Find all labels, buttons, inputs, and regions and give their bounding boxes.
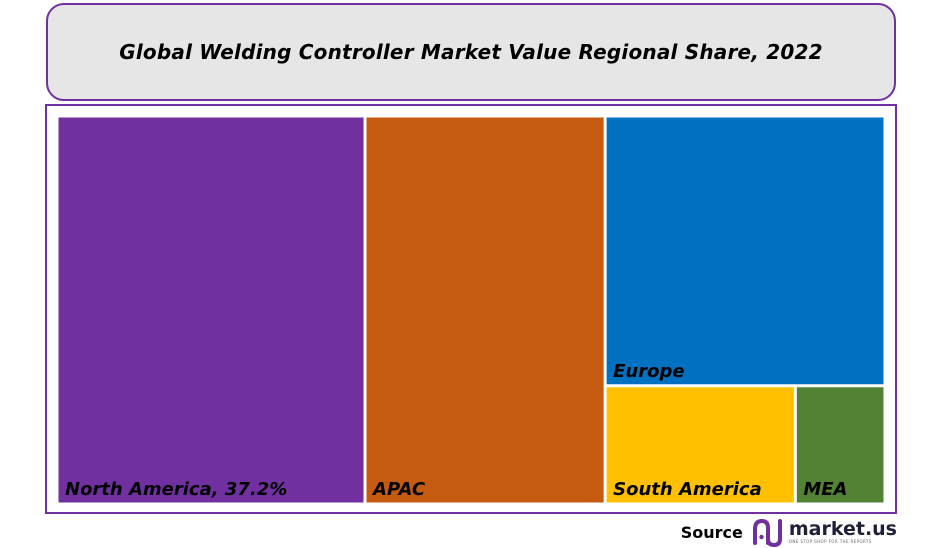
brand-name: market.us [788, 518, 897, 540]
tile-label-north-america: North America, 37.2% [65, 479, 287, 500]
tile-apac [366, 117, 604, 503]
tile-label-apac: APAC [371, 479, 426, 500]
brand-logo[interactable]: market.us ONE STOP SHOP FOR THE REPORTS [751, 517, 897, 547]
tile-europe [606, 117, 884, 385]
market-us-logo-icon [752, 518, 782, 547]
tile-label-south-america: South America [613, 479, 762, 500]
tile-mea [796, 387, 884, 503]
chart-frame: North America, 37.2% APAC Europe South Amer… [45, 104, 897, 514]
tile-label-mea: MEA [803, 479, 847, 500]
source-label: Source [680, 522, 743, 542]
title-box: Global Welding Controller Market Value R… [46, 3, 896, 101]
tile-south-america [606, 387, 794, 503]
treemap-chart: North America, 37.2% APAC Europe South Amer… [58, 117, 884, 503]
tile-north-america [58, 117, 364, 503]
source-attribution: Source market.us ONE STOP SHOP FOR THE R… [681, 516, 897, 548]
chart-title: Global Welding Controller Market Value R… [119, 40, 823, 64]
tile-label-europe: Europe [613, 361, 684, 382]
brand-tagline: ONE STOP SHOP FOR THE REPORTS [788, 539, 872, 544]
